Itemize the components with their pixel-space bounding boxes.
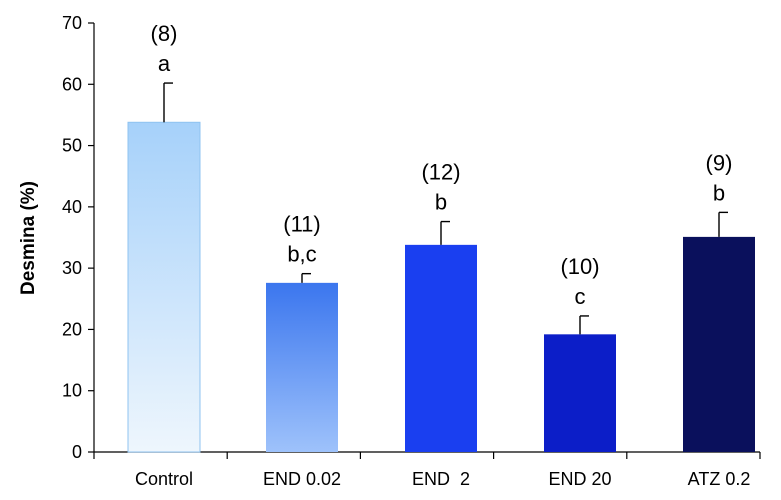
bar <box>127 121 201 453</box>
sample-count: (9) <box>706 150 733 175</box>
y-tick-label: 50 <box>62 136 82 156</box>
bar <box>683 236 755 452</box>
y-tick-label: 10 <box>62 381 82 401</box>
x-tick-label: END 0.02 <box>263 469 341 489</box>
x-axis: Control END 0.02 END 2 END 20 ATZ 0.2 <box>93 451 761 489</box>
y-tick-label: 70 <box>62 13 82 33</box>
y-axis: 0 10 20 30 40 50 60 70 <box>62 13 95 462</box>
significance-letter: b,c <box>287 242 316 267</box>
bar <box>544 334 616 452</box>
significance-letter: b <box>435 190 447 215</box>
bar <box>266 282 338 452</box>
significance-letter: b <box>713 180 725 205</box>
sample-count: (11) <box>283 212 321 237</box>
annotations: a (8) b,c (11) b (12) c (10) b (9) <box>151 21 733 309</box>
y-tick-label: 20 <box>62 319 82 339</box>
y-tick-label: 30 <box>62 258 82 278</box>
significance-letter: c <box>575 284 586 309</box>
bar <box>405 244 477 452</box>
x-tick-label: ATZ 0.2 <box>688 469 751 489</box>
bars <box>127 82 755 453</box>
y-axis-label: Desmina (%) <box>18 181 39 295</box>
x-tick-label: END 20 <box>548 469 611 489</box>
sample-count: (10) <box>560 254 599 279</box>
x-tick-label: Control <box>135 469 193 489</box>
y-tick-label: 60 <box>62 74 82 94</box>
sample-count: (12) <box>421 160 460 185</box>
x-tick-label: END 2 <box>412 469 470 489</box>
y-tick-label: 0 <box>72 442 82 462</box>
y-tick-label: 40 <box>62 197 82 217</box>
sample-count: (8) <box>151 21 178 46</box>
significance-letter: a <box>158 51 171 76</box>
